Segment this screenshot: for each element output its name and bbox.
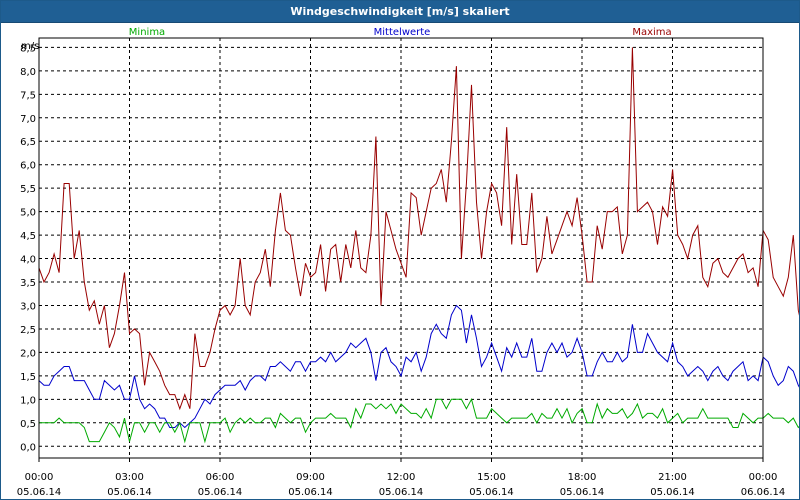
x-tick-time: 12:00 [387, 472, 416, 483]
legend-minima: Minima [129, 27, 165, 38]
x-tick-date: 06.06.14 [741, 487, 786, 498]
x-tick-date: 05.06.14 [469, 487, 514, 498]
y-tick-label: 2,5 [20, 325, 36, 336]
x-tick-time: 15:00 [477, 472, 506, 483]
series-line-minima [39, 397, 799, 444]
series-line-maxima [38, 47, 799, 411]
x-tick-time: 00:00 [25, 472, 54, 483]
y-tick-label: 8,0 [20, 67, 36, 78]
y-axis-label: m/s [21, 41, 39, 52]
grid [39, 38, 763, 458]
y-tick-label: 3,5 [20, 278, 36, 289]
x-tick-time: 21:00 [658, 472, 687, 483]
plot-area [38, 37, 764, 459]
chart-title: Windgeschwindigkeit [m/s] skaliert [1, 1, 799, 23]
legend: Minima Mittelwerte Maxima [129, 27, 672, 38]
y-tick-label: 0,0 [20, 442, 36, 453]
series [38, 47, 799, 444]
x-tick-date: 05.06.14 [288, 487, 333, 498]
y-tick-label: 6,5 [20, 137, 36, 148]
x-tick-time: 03:00 [115, 472, 144, 483]
y-tick-label: 5,0 [20, 208, 36, 219]
y-tick-label: 4,5 [20, 231, 36, 242]
y-tick-label: 1,0 [20, 395, 36, 406]
y-tick-label: 5,5 [20, 184, 36, 195]
x-tick-date: 05.06.14 [17, 487, 62, 498]
y-tick-label: 8,5 [20, 43, 36, 54]
y-tick-label: 4,0 [20, 255, 36, 266]
x-tick-date: 05.06.14 [650, 487, 695, 498]
y-tick-label: 0,5 [20, 419, 36, 430]
x-tick-time: 06:00 [206, 472, 235, 483]
series-line-mittelwerte [38, 304, 799, 429]
y-tick-label: 6,0 [20, 161, 36, 172]
x-tick-date: 05.06.14 [379, 487, 424, 498]
x-tick-time: 09:00 [296, 472, 325, 483]
x-tick-time: 18:00 [568, 472, 597, 483]
legend-mittelwerte: Mittelwerte [374, 27, 431, 38]
y-tick-label: 2,0 [20, 348, 36, 359]
y-tick-label: 7,0 [20, 114, 36, 125]
x-tick-date: 05.06.14 [107, 487, 152, 498]
y-axis-ticks: 0,0 0,5 1,0 1,5 2,0 2,5 3,0 3,5 4,0 4,5 5,0 5,5 6,0 6… [20, 43, 36, 453]
y-tick-label: 7,5 [20, 90, 36, 101]
x-axis-ticks: 00:00 05.06.14 03:00 05.06.14 06:00 05.06.14 0… [17, 458, 786, 498]
legend-maxima: Maxima [632, 27, 671, 38]
x-tick-time: 00:00 [749, 472, 778, 483]
x-tick-date: 05.06.14 [198, 487, 243, 498]
x-tick-date: 05.06.14 [560, 487, 605, 498]
y-tick-label: 1,5 [20, 372, 36, 383]
y-tick-label: 3,0 [20, 301, 36, 312]
